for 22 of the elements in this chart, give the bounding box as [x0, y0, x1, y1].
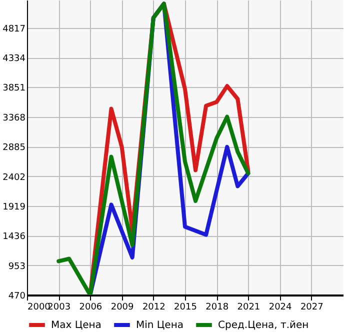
x-tick-label: 2009: [110, 302, 134, 312]
x-tick-label: 2018: [206, 302, 229, 312]
x-tick-label: 2027: [300, 302, 324, 312]
x-tick-label: 2021: [237, 302, 260, 312]
legend-label: Max Цена: [51, 320, 102, 331]
y-tick-label: 4334: [2, 54, 26, 64]
x-tick-label: 2006: [79, 302, 102, 312]
legend-label: Сред.Цена, т.йен: [218, 320, 309, 331]
y-tick-label: 4817: [2, 24, 26, 34]
y-tick-label: 1436: [2, 232, 26, 242]
line-series: [56, 2, 250, 295]
y-tick-label: 953: [8, 262, 26, 272]
x-tick-label: 2012: [142, 302, 166, 312]
y-tick-label: 1919: [2, 202, 26, 212]
legend-label: Min Цена: [136, 320, 184, 331]
y-tick-label: 470: [8, 292, 26, 302]
y-tick-label: 2885: [2, 143, 26, 154]
y-tick-label: 3851: [2, 84, 26, 94]
x-tick-label: 2024: [268, 302, 292, 312]
x-tick-label: 2015: [174, 302, 197, 312]
y-tick-label: 2402: [2, 172, 26, 183]
y-tick-label: 3368: [2, 113, 26, 124]
